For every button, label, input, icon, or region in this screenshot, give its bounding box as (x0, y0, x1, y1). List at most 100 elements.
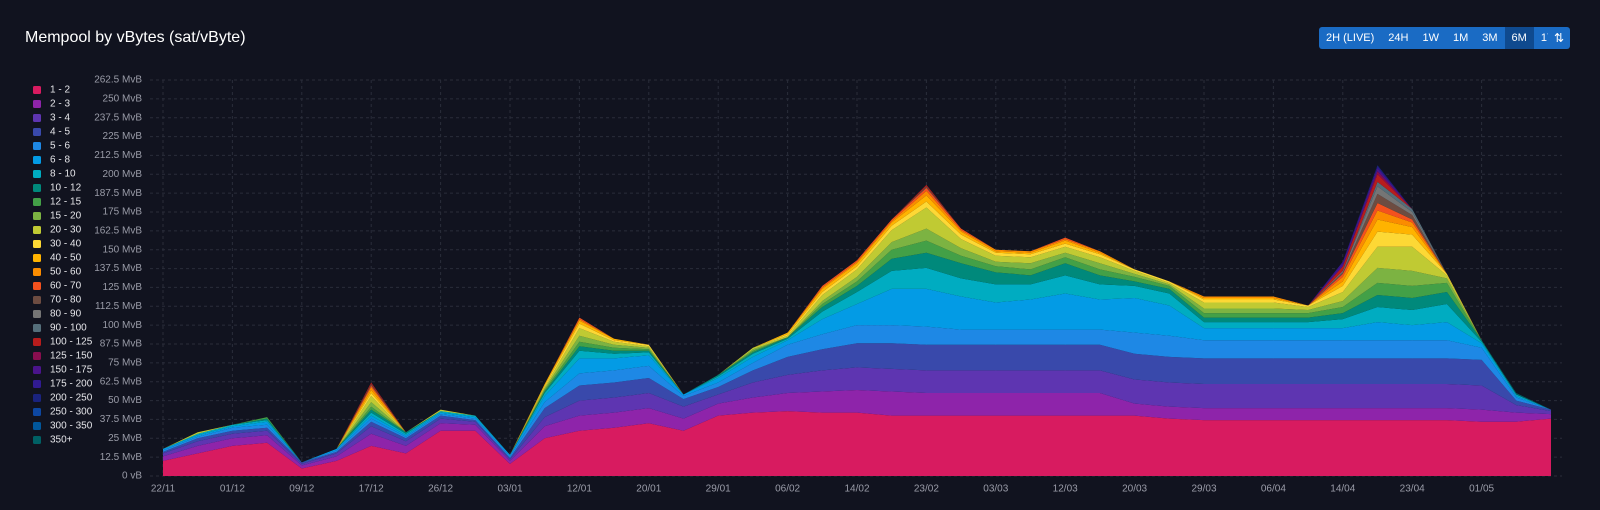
x-tick-label: 29/03 (1191, 484, 1216, 495)
legend-label: 4 - 5 (50, 127, 70, 138)
legend-label: 200 - 250 (50, 393, 93, 404)
legend-swatch (33, 170, 41, 178)
x-tick-label: 14/02 (844, 484, 869, 495)
x-tick-label: 22/11 (151, 484, 176, 495)
area (163, 343, 1551, 464)
legend-swatch (33, 100, 41, 108)
x-tick-label: 01/12 (220, 484, 245, 495)
legend-label: 1 - 2 (50, 85, 70, 96)
legend-label: 5 - 6 (50, 141, 70, 152)
chart-title: Mempool by vBytes (sat/vByte) (25, 29, 246, 46)
x-tick-label: 26/12 (428, 484, 453, 495)
legend-swatch (33, 114, 41, 122)
legend-label: 250 - 300 (50, 407, 93, 418)
legend-label: 125 - 150 (50, 351, 93, 362)
y-tick-label: 200 MvB (103, 169, 143, 180)
legend-label: 2 - 3 (50, 99, 70, 110)
x-tick-label: 14/04 (1330, 484, 1355, 495)
legend-swatch (33, 366, 41, 374)
x-tick-label: 12/01 (567, 484, 592, 495)
range-buttons: 2H (LIVE)24H1W1M3M6M1Y (1319, 27, 1562, 49)
legend-swatch (33, 338, 41, 346)
legend-label: 90 - 100 (50, 323, 87, 334)
area (163, 411, 1551, 476)
area (163, 288, 1551, 463)
x-tick-label: 06/04 (1261, 484, 1286, 495)
legend-swatch (33, 296, 41, 304)
legend-swatch (33, 226, 41, 234)
legend-swatch (33, 240, 41, 248)
legend-label: 150 - 175 (50, 365, 93, 376)
legend-swatch (33, 268, 41, 276)
legend-swatch (33, 352, 41, 360)
legend-swatch (33, 86, 41, 94)
legend-label: 70 - 80 (50, 295, 82, 306)
legend-label: 6 - 8 (50, 155, 70, 166)
x-tick-label: 06/02 (775, 484, 800, 495)
area (163, 181, 1551, 463)
legend-label: 300 - 350 (50, 421, 93, 432)
legend-swatch (33, 436, 41, 444)
area (163, 367, 1551, 466)
area (163, 390, 1551, 469)
legend-label: 8 - 10 (50, 169, 76, 180)
y-tick-label: 50 MvB (108, 395, 142, 406)
legend-swatch (33, 408, 41, 416)
x-tick-label: 12/03 (1053, 484, 1078, 495)
legend-swatch (33, 254, 41, 262)
range-button[interactable]: 3M (1475, 27, 1505, 49)
x-tick-label: 09/12 (289, 484, 314, 495)
legend-swatch (33, 184, 41, 192)
y-tick-label: 75 MvB (108, 357, 142, 368)
x-tick-label: 01/05 (1469, 484, 1494, 495)
y-tick-label: 62.5 MvB (100, 376, 143, 387)
legend-swatch (33, 142, 41, 150)
range-button[interactable]: 2H (LIVE) (1319, 27, 1382, 49)
legend-label: 80 - 90 (50, 309, 82, 320)
y-tick-label: 125 MvB (103, 282, 143, 293)
y-tick-label: 237.5 MvB (94, 112, 142, 123)
legend-swatch (33, 128, 41, 136)
legend-label: 3 - 4 (50, 113, 70, 124)
range-button[interactable]: 1M (1445, 27, 1476, 49)
legend-swatch (33, 394, 41, 402)
legend-label: 20 - 30 (50, 225, 82, 236)
legend-label: 100 - 125 (50, 337, 93, 348)
y-tick-label: 262.5 MvB (94, 75, 142, 86)
legend-swatch (33, 198, 41, 206)
range-button[interactable]: 1W (1415, 27, 1446, 49)
legend-swatch (33, 310, 41, 318)
y-tick-label: 150 MvB (103, 244, 143, 255)
y-tick-label: 100 MvB (103, 320, 143, 331)
legend-label: 350+ (50, 435, 73, 446)
legend-label: 15 - 20 (50, 211, 82, 222)
legend-swatch (33, 212, 41, 220)
x-tick-label: 20/03 (1122, 484, 1147, 495)
y-tick-label: 112.5 MvB (95, 301, 142, 312)
y-tick-label: 25 MvB (108, 433, 142, 444)
y-tick-label: 137.5 MvB (94, 263, 142, 274)
y-tick-label: 187.5 MvB (94, 188, 142, 199)
legend-swatch (33, 156, 41, 164)
legend-swatch (33, 380, 41, 388)
toggle-button[interactable]: ⇅ (1548, 27, 1570, 49)
y-tick-label: 87.5 MvB (100, 339, 143, 350)
legend-label: 50 - 60 (50, 267, 82, 278)
y-tick-label: 225 MvB (103, 131, 143, 142)
x-tick-label: 29/01 (706, 484, 731, 495)
x-tick-label: 23/04 (1400, 484, 1425, 495)
area (163, 186, 1551, 463)
y-tick-label: 162.5 MvB (94, 225, 142, 236)
range-button[interactable]: 6M (1504, 27, 1534, 49)
legend-label: 12 - 15 (50, 197, 82, 208)
legend-label: 30 - 40 (50, 239, 82, 250)
y-tick-label: 12.5 MvB (100, 452, 143, 463)
x-tick-label: 17/12 (359, 484, 384, 495)
x-tick-label: 20/01 (636, 484, 661, 495)
range-button[interactable]: 24H (1381, 27, 1416, 49)
legend-label: 60 - 70 (50, 281, 82, 292)
y-tick-label: 212.5 MvB (94, 150, 142, 161)
y-tick-label: 37.5 MvB (100, 414, 143, 425)
